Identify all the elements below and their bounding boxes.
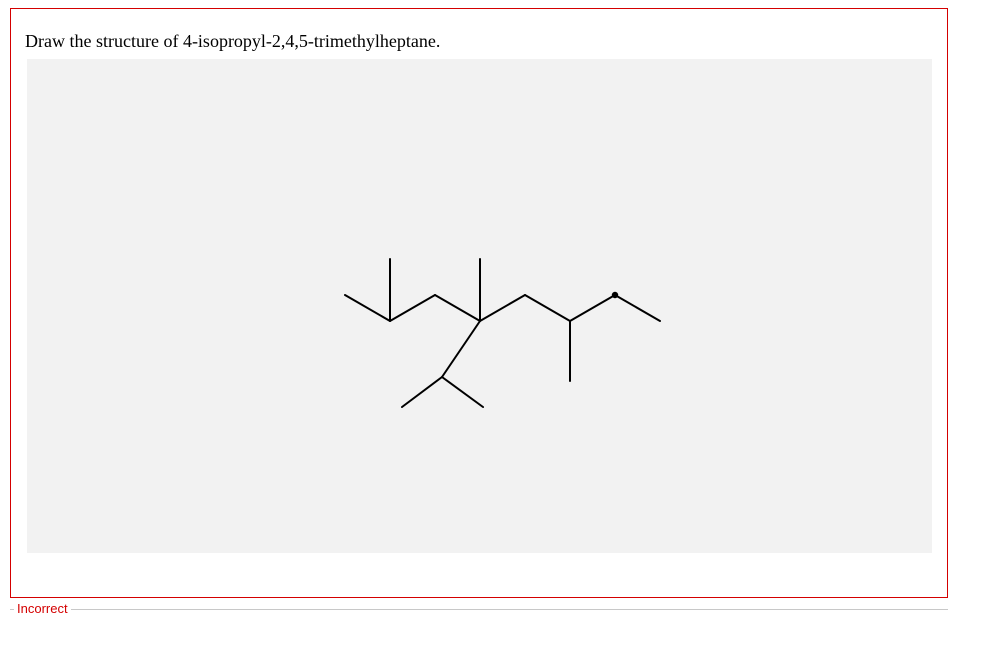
bond — [442, 321, 480, 377]
bond — [435, 295, 480, 321]
bond — [615, 295, 660, 321]
molecule-svg — [27, 59, 932, 553]
question-frame: Draw the structure of 4-isopropyl-2,4,5-… — [10, 8, 948, 598]
bond — [480, 295, 525, 321]
bond — [570, 295, 615, 321]
question-prompt: Draw the structure of 4-isopropyl-2,4,5-… — [25, 31, 440, 52]
bond — [442, 377, 483, 407]
bond — [345, 295, 390, 321]
feedback-bar: Incorrect — [10, 601, 948, 619]
feedback-status: Incorrect — [14, 601, 71, 616]
sidebar-fragments — [971, 6, 985, 136]
bond — [402, 377, 442, 407]
feedback-rule — [10, 609, 948, 610]
bond — [525, 295, 570, 321]
bond — [390, 295, 435, 321]
atom-marker — [612, 292, 618, 298]
drawing-canvas[interactable] — [27, 59, 932, 553]
